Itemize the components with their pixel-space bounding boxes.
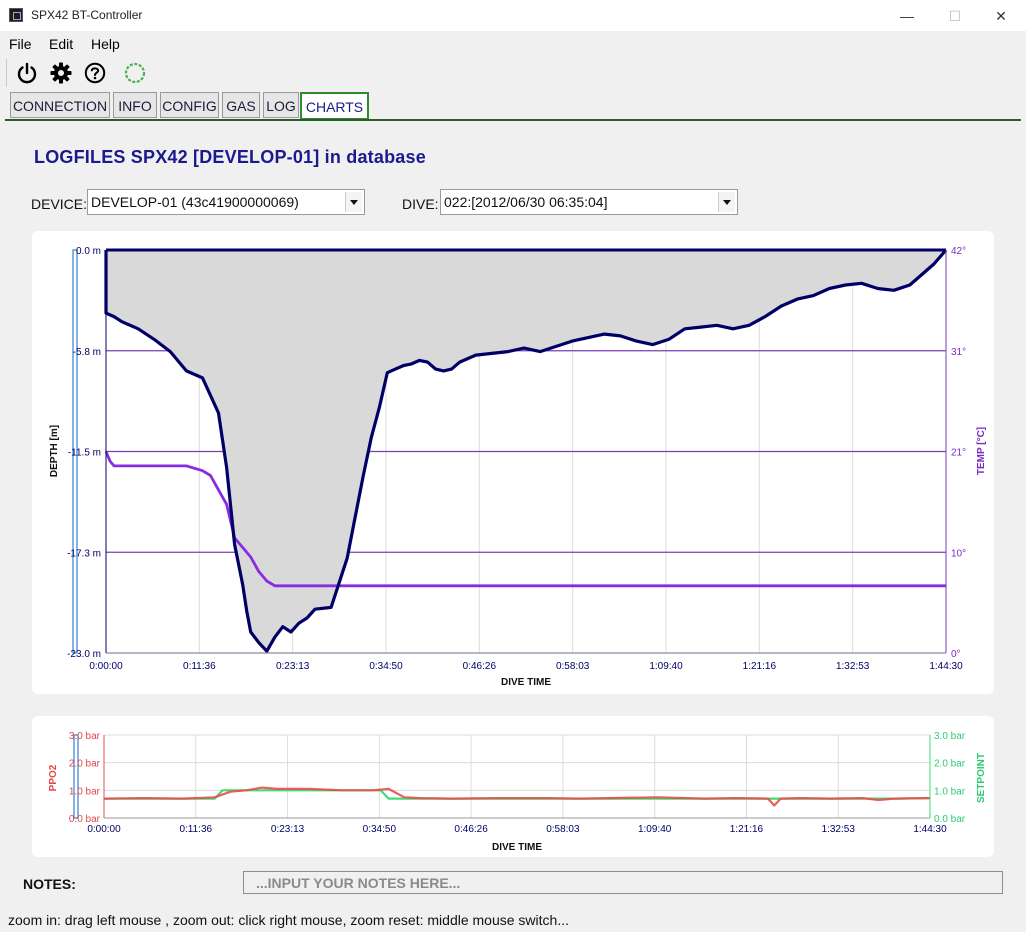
- chevron-down-icon[interactable]: [345, 192, 362, 212]
- page-title: LOGFILES SPX42 [DEVELOP-01] in database: [34, 147, 426, 167]
- time-tick-label: 1:44:30: [913, 824, 947, 835]
- ppo2-axis-title: PPO2: [48, 764, 59, 791]
- time-tick-label: 0:46:26: [463, 661, 497, 672]
- temp-tick-label: 42°: [951, 246, 966, 257]
- depth-scroll-handle: [72, 249, 78, 654]
- temp-axis-title: TEMP [°C]: [976, 427, 987, 475]
- temp-tick-label: 31°: [951, 347, 966, 358]
- time-tick-label: 0:23:13: [271, 824, 305, 835]
- depth-area: [106, 250, 946, 652]
- tab-config[interactable]: CONFIG: [160, 92, 219, 118]
- tab-connection[interactable]: CONNECTION: [10, 92, 110, 118]
- depth-tick-label: -23.0 m: [67, 649, 101, 660]
- setpoint-axis-title: SETPOINT: [976, 753, 987, 803]
- time-tick-label: 0:58:03: [546, 824, 580, 835]
- app-icon: [9, 8, 23, 22]
- time-tick-label: 0:00:00: [89, 661, 123, 672]
- ppo2-line: [103, 786, 931, 807]
- gear-icon: [50, 62, 72, 84]
- dive-select[interactable]: 022:[2012/06/30 06:35:04]: [440, 189, 738, 215]
- time-tick-label: 0:11:36: [183, 661, 216, 672]
- time-tick-label: 1:21:16: [743, 661, 777, 672]
- time-tick-label: 1:44:30: [929, 661, 963, 672]
- status-text: zoom in: drag left mouse , zoom out: cli…: [8, 912, 569, 928]
- toolbar-separator: [6, 59, 7, 87]
- depth-tick-label: -11.5 m: [68, 448, 101, 459]
- depth-tick-label: -5.8 m: [73, 347, 101, 358]
- ppo2-tick-label: 0.0 bar: [69, 814, 101, 825]
- minimize-button[interactable]: —: [900, 8, 914, 24]
- tab-log[interactable]: LOG: [263, 92, 299, 118]
- menu-help[interactable]: Help: [91, 36, 120, 52]
- power-icon: [17, 62, 37, 84]
- close-button[interactable]: ✕: [995, 8, 1007, 24]
- ppo2-chart-panel[interactable]: 3.0 bar 2.0 bar 1.0 bar 0.0 bar 3.0 bar 2.0 b…: [32, 716, 994, 857]
- depth-tick-label: 0.0 m: [76, 246, 101, 257]
- device-select-value: DEVELOP-01 (43c41900000069): [91, 194, 299, 210]
- menu-bar: File Edit Help: [0, 31, 1026, 55]
- connection-status-indicator: [122, 60, 148, 86]
- setpoint-tick-label: 0.0 bar: [934, 814, 966, 825]
- time-tick-label: 0:23:13: [276, 661, 310, 672]
- chevron-down-icon[interactable]: [718, 192, 735, 212]
- x-axis-title: DIVE TIME: [492, 842, 542, 853]
- temp-tick-label: 10°: [951, 548, 966, 559]
- depth-temp-chart[interactable]: 0.0 m -5.8 m -11.5 m -17.3 m -23.0 m 42° 31° 21…: [32, 231, 994, 694]
- temp-tick-label: 0°: [951, 649, 961, 660]
- tab-info[interactable]: INFO: [113, 92, 157, 118]
- setpoint-tick-label: 3.0 bar: [934, 731, 966, 742]
- temperature-line: [104, 450, 946, 588]
- ppo2-tick-label: 1.0 bar: [69, 786, 101, 797]
- time-tick-label: 0:46:26: [454, 824, 488, 835]
- notes-input[interactable]: [243, 871, 1003, 894]
- time-tick-label: 1:09:40: [638, 824, 672, 835]
- power-button[interactable]: [14, 60, 40, 86]
- maximize-button[interactable]: ☐: [948, 8, 962, 24]
- dive-select-value: 022:[2012/06/30 06:35:04]: [444, 194, 608, 210]
- tab-underline: [5, 119, 1021, 121]
- ppo2-scroll-handle: [73, 734, 79, 819]
- tab-gas[interactable]: GAS: [222, 92, 260, 118]
- time-tick-label: 1:21:16: [730, 824, 764, 835]
- connection-status-ring: [124, 62, 146, 84]
- x-axis-title: DIVE TIME: [501, 677, 551, 688]
- time-tick-label: 0:34:50: [363, 824, 397, 835]
- device-label: DEVICE:: [31, 196, 88, 212]
- time-tick-label: 0:00:00: [87, 824, 121, 835]
- help-icon: [84, 62, 106, 84]
- window-title: SPX42 BT-Controller: [31, 8, 143, 22]
- depth-line: [104, 248, 948, 653]
- help-button[interactable]: [82, 60, 108, 86]
- notes-label: NOTES:: [23, 876, 76, 892]
- depth-tick-label: -17.3 m: [67, 548, 101, 559]
- time-tick-label: 0:34:50: [369, 661, 403, 672]
- ppo2-setpoint-chart[interactable]: 3.0 bar 2.0 bar 1.0 bar 0.0 bar 3.0 bar 2.0 b…: [32, 716, 994, 857]
- tab-charts[interactable]: CHARTS: [300, 92, 369, 120]
- ppo2-tick-label: 3.0 bar: [69, 731, 101, 742]
- menu-edit[interactable]: Edit: [49, 36, 74, 52]
- time-tick-label: 1:32:53: [836, 661, 870, 672]
- depth-chart-panel[interactable]: 0.0 m -5.8 m -11.5 m -17.3 m -23.0 m 42° 31° 21…: [32, 231, 994, 694]
- time-tick-label: 1:09:40: [649, 661, 683, 672]
- depth-axis-title: DEPTH [m]: [49, 425, 60, 477]
- time-tick-label: 0:11:36: [179, 824, 212, 835]
- menu-file[interactable]: File: [9, 36, 32, 52]
- settings-button[interactable]: [48, 60, 74, 86]
- ppo2-tick-label: 2.0 bar: [69, 759, 101, 770]
- setpoint-tick-label: 2.0 bar: [934, 759, 966, 770]
- setpoint-tick-label: 1.0 bar: [934, 786, 966, 797]
- temp-tick-label: 21°: [951, 448, 966, 459]
- time-tick-label: 1:32:53: [822, 824, 856, 835]
- device-select[interactable]: DEVELOP-01 (43c41900000069): [87, 189, 365, 215]
- dive-label: DIVE:: [402, 196, 439, 212]
- title-bar: SPX42 BT-Controller — ☐ ✕: [0, 0, 1026, 31]
- time-tick-label: 0:58:03: [556, 661, 590, 672]
